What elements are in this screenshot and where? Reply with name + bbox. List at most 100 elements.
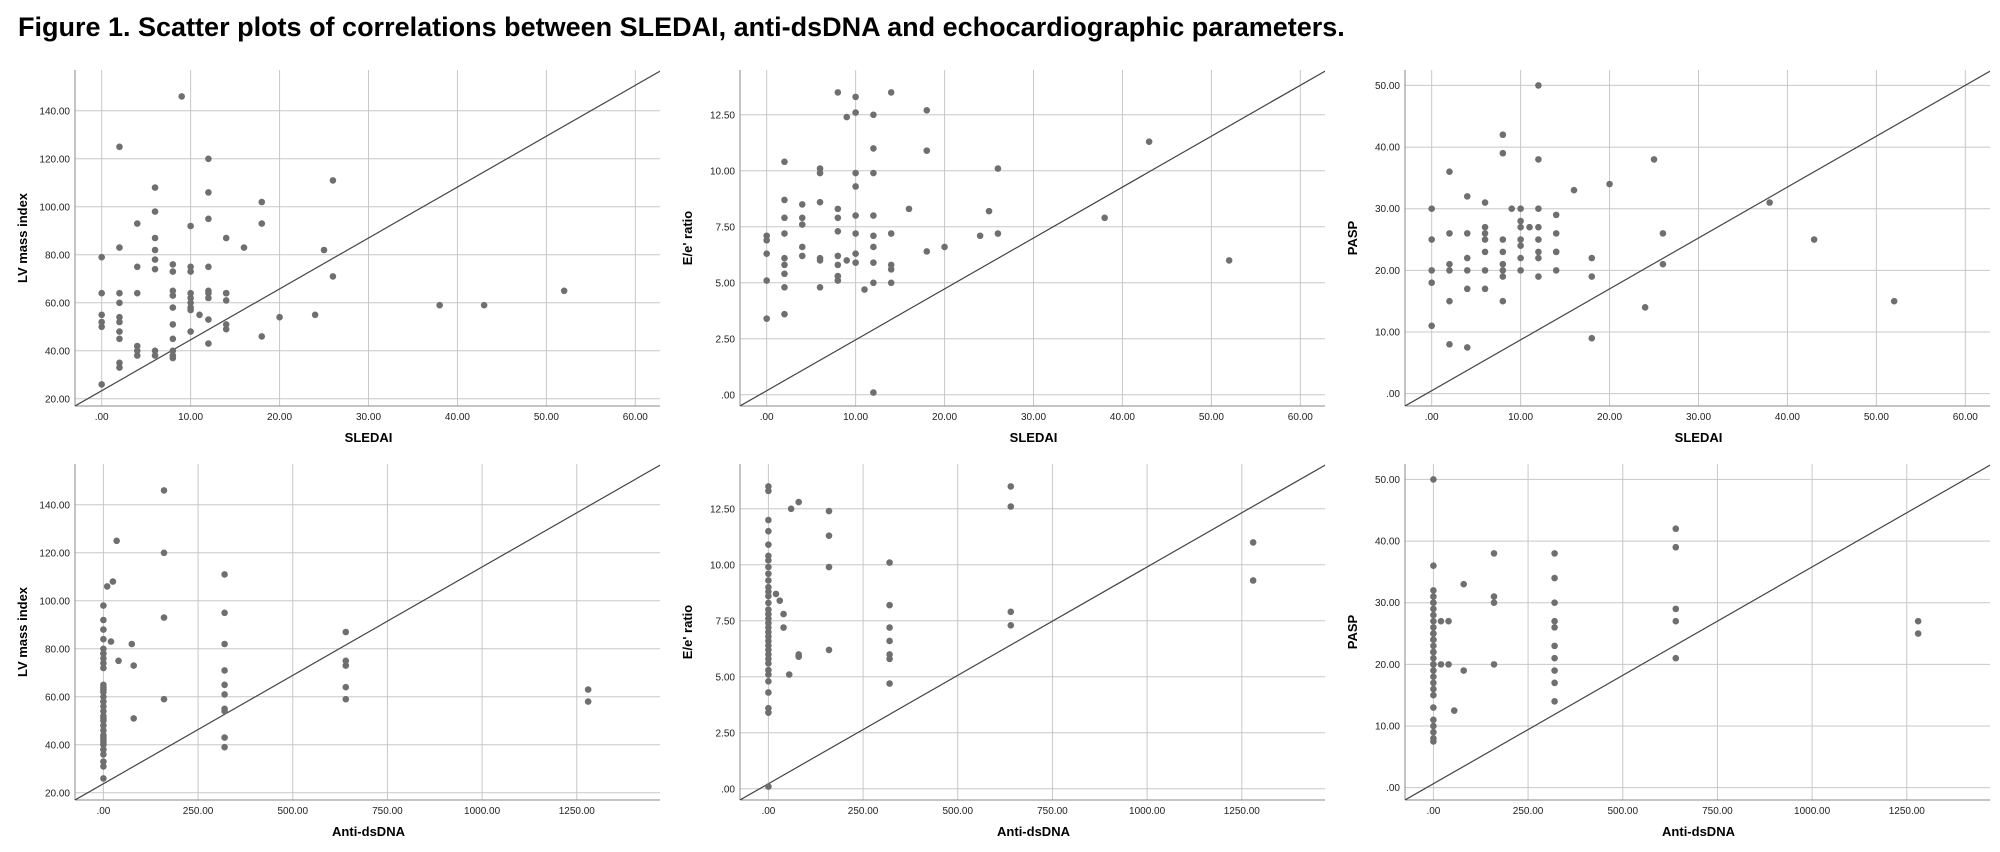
data-point <box>1428 322 1435 330</box>
data-point <box>100 751 107 758</box>
data-point <box>1499 236 1507 243</box>
x-tick-label: 250.00 <box>183 806 214 817</box>
data-point <box>781 158 788 166</box>
data-point <box>151 234 159 242</box>
data-point <box>1430 704 1437 711</box>
data-point <box>1672 654 1680 662</box>
data-point <box>1672 543 1680 551</box>
data-point <box>763 232 770 240</box>
y-tick-label: 12.50 <box>710 110 735 121</box>
data-point <box>870 279 877 287</box>
data-point <box>169 354 177 362</box>
data-point <box>151 352 159 359</box>
data-point <box>1481 248 1489 256</box>
data-point <box>1428 236 1435 243</box>
reference-line <box>740 464 1325 800</box>
y-tick-label: 20.00 <box>1375 266 1400 277</box>
data-point <box>205 294 212 302</box>
data-point <box>178 93 186 100</box>
y-tick-label: 10.00 <box>710 166 735 177</box>
data-point <box>1499 248 1507 256</box>
x-tick-label: 750.00 <box>372 806 403 817</box>
data-point <box>205 340 212 347</box>
y-tick-label: 140.00 <box>39 500 70 511</box>
y-tick-label: 7.50 <box>716 222 736 233</box>
data-point <box>100 712 107 720</box>
data-point <box>1446 230 1453 237</box>
data-point <box>785 671 793 678</box>
data-point <box>1517 267 1524 274</box>
data-point <box>205 155 212 163</box>
data-point <box>1430 679 1437 687</box>
data-point <box>763 250 770 257</box>
x-axis-title: SLEDAI <box>1675 430 1723 445</box>
x-tick-label: 40.00 <box>1110 412 1135 423</box>
data-point <box>1430 642 1437 650</box>
data-point <box>169 304 177 311</box>
data-point <box>221 609 228 617</box>
data-point <box>1446 267 1453 274</box>
data-point <box>116 328 123 335</box>
data-point <box>1463 267 1471 274</box>
data-point <box>765 783 772 790</box>
data-point <box>1430 648 1437 656</box>
data-point <box>834 205 842 213</box>
data-point <box>1446 297 1453 305</box>
data-point <box>852 183 859 190</box>
data-point <box>834 89 842 96</box>
data-point <box>780 624 787 631</box>
data-point <box>1481 199 1489 206</box>
x-tick-label: 1250.00 <box>559 806 596 817</box>
data-point <box>100 746 107 753</box>
data-point <box>1430 599 1437 607</box>
data-point <box>1551 550 1558 557</box>
data-point <box>151 208 159 215</box>
data-point <box>1490 593 1498 600</box>
data-point <box>98 311 105 319</box>
data-point <box>1551 679 1558 687</box>
grid <box>740 464 1325 800</box>
x-tick-label: 500.00 <box>942 806 973 817</box>
data-point <box>1428 279 1435 286</box>
data-point <box>886 655 893 663</box>
data-point <box>1249 539 1257 546</box>
y-axis-title: E/e' ratio <box>680 211 695 265</box>
y-tick-label: 5.00 <box>716 672 736 683</box>
y-tick-label: 20.00 <box>1375 660 1400 671</box>
data-point <box>584 686 592 693</box>
data-point <box>342 628 350 636</box>
x-tick-label: 50.00 <box>1864 412 1889 423</box>
data-point <box>1552 211 1560 219</box>
data-point <box>1445 617 1452 625</box>
data-points <box>98 93 568 388</box>
data-point <box>1430 593 1437 600</box>
data-point <box>342 695 350 703</box>
y-axis-title: LV mass index <box>15 192 30 283</box>
y-tick-label: 50.00 <box>1375 81 1400 92</box>
data-point <box>169 292 177 299</box>
data-point <box>205 215 212 223</box>
reference-line <box>740 70 1325 406</box>
data-point <box>169 321 177 328</box>
data-point <box>798 252 806 260</box>
scatter-panel-sledai-lv-mass: .00 10.00 20.00 30.00 40.00 50.00 60.00 20.00 40… <box>0 58 660 458</box>
data-point <box>870 111 877 119</box>
x-tick-label: 40.00 <box>445 412 470 423</box>
data-point <box>870 259 877 266</box>
data-point <box>100 703 107 710</box>
y-tick-label: 7.50 <box>716 616 736 627</box>
data-point <box>834 227 842 235</box>
data-point <box>169 268 177 275</box>
data-point <box>1526 223 1533 231</box>
data-point <box>1659 260 1667 268</box>
data-point <box>1810 236 1818 243</box>
data-point <box>861 286 868 293</box>
data-point <box>116 244 123 251</box>
data-point <box>1101 214 1108 222</box>
chart-svg: .00 10.00 20.00 30.00 40.00 50.00 60.00 20.00 40… <box>15 70 660 445</box>
data-point <box>1430 562 1437 570</box>
data-point <box>870 389 877 396</box>
x-axis-title: SLEDAI <box>1010 430 1058 445</box>
data-point <box>1672 617 1680 625</box>
data-point <box>169 287 177 295</box>
